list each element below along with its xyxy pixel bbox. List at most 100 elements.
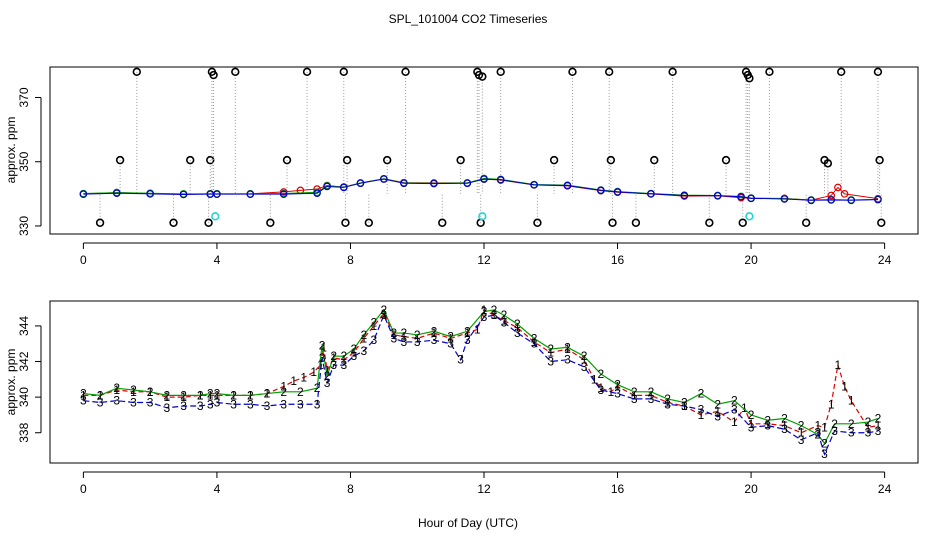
top-baseline-point-3 — [480, 175, 488, 183]
series-1-point: 1 — [591, 372, 598, 386]
bottom-y-tick-label: 342 — [17, 351, 31, 371]
series-1-point: 1 — [130, 385, 137, 399]
raw-point — [604, 67, 614, 77]
series-3-point: 3 — [648, 392, 655, 406]
series-2-point: 2 — [447, 330, 454, 344]
series-3-point: 3 — [147, 395, 154, 409]
x-axis-label: Hour of Day (UTC) — [418, 516, 518, 530]
series-3-point: 3 — [547, 355, 554, 369]
raw-point — [873, 67, 883, 77]
raw-point — [231, 67, 240, 77]
series-2-point: 2 — [714, 397, 721, 411]
top-baseline-point-3 — [356, 179, 365, 188]
series-1-point: 1 — [748, 417, 755, 431]
raw-point — [721, 155, 731, 165]
series-2-point: 2 — [614, 378, 621, 392]
series-1-point: 1 — [431, 326, 438, 340]
series-3-point: 3 — [340, 358, 347, 372]
series-3-point: 3 — [821, 447, 828, 461]
series-1-point: 1 — [414, 331, 421, 345]
series-3-point: 3 — [481, 310, 488, 324]
top-baseline-marks — [79, 174, 882, 205]
cyan-point — [478, 212, 487, 221]
series-2-line — [83, 308, 879, 445]
top-baseline-point-3 — [246, 190, 255, 198]
series-2-point: 2 — [431, 324, 438, 338]
series-2-point: 2 — [197, 388, 204, 402]
series-2-point: 2 — [80, 387, 87, 401]
top-plot-frame — [49, 66, 919, 235]
series-1-point: 1 — [815, 419, 822, 433]
raw-point — [705, 218, 714, 227]
bottom-x-tick-label: 4 — [214, 482, 221, 496]
top-baseline-line-1 — [83, 178, 879, 201]
raw-point — [209, 70, 218, 80]
raw-point — [339, 67, 348, 77]
top-baseline-point-3 — [807, 196, 815, 205]
series-3-point: 3 — [764, 419, 771, 433]
raw-point — [801, 218, 811, 227]
series-3-point: 3 — [314, 397, 321, 411]
top-baseline-point-3 — [463, 179, 472, 188]
series-2-point: 2 — [798, 419, 805, 433]
series-2-point: 2 — [581, 349, 588, 363]
top-baseline-point-1 — [834, 183, 842, 192]
series-3-point: 3 — [391, 331, 398, 345]
series-1-point: 1 — [598, 381, 605, 395]
series-2-point: 2 — [230, 388, 237, 402]
series-2-point: 2 — [664, 392, 671, 406]
raw-point — [877, 218, 886, 227]
series-2-point: 2 — [97, 388, 104, 402]
series-3-point: 3 — [324, 376, 331, 390]
series-2-point: 2 — [414, 328, 421, 342]
top-baseline-point-3 — [874, 195, 882, 204]
series-1-point: 1 — [481, 303, 488, 317]
series-1-point: 1 — [447, 331, 454, 345]
series-1-point: 1 — [320, 340, 327, 354]
series-3-point: 3 — [401, 335, 408, 349]
series-3-point: 3 — [698, 403, 705, 417]
series-2-point: 2 — [147, 385, 154, 399]
bottom-x-tick-label: 12 — [477, 482, 491, 496]
series-3-point: 3 — [97, 395, 104, 409]
top-baseline-point-3 — [79, 190, 88, 198]
raw-point — [132, 67, 142, 77]
series-1-point: 1 — [280, 379, 287, 393]
top-x-tick-label: 8 — [347, 253, 354, 267]
series-1-point: 1 — [381, 306, 388, 320]
top-series-marks — [95, 67, 886, 227]
series-2-point: 2 — [360, 328, 367, 342]
series-2-point: 2 — [401, 326, 408, 340]
series-1-point: 1 — [875, 419, 882, 433]
top-baseline-point-3 — [597, 186, 605, 195]
top-baseline-point-3 — [179, 190, 188, 199]
series-2-point: 2 — [180, 388, 187, 402]
raw-point — [823, 159, 833, 168]
raw-point — [456, 155, 465, 165]
series-1-point: 1 — [164, 390, 171, 404]
series-3-point: 3 — [180, 399, 187, 413]
series-1-point: 1 — [207, 388, 214, 402]
raw-point — [169, 218, 178, 227]
raw-point — [282, 155, 292, 165]
series-3-point: 3 — [370, 333, 377, 347]
series-2-point: 2 — [781, 411, 788, 425]
raw-point — [875, 155, 884, 165]
top-baseline-point-3 — [747, 194, 755, 203]
series-3-point: 3 — [414, 335, 421, 349]
series-2-point: 2 — [848, 417, 855, 431]
series-3-point: 3 — [230, 397, 237, 411]
series-1-point: 1 — [300, 371, 307, 385]
series-2-point: 2 — [821, 436, 828, 450]
series-2-point: 2 — [464, 324, 471, 338]
series-1-point: 1 — [698, 408, 705, 422]
bottom-y-axis-label: approx. ppm — [4, 349, 18, 416]
series-2-point: 2 — [391, 326, 398, 340]
series-3-point: 3 — [360, 344, 367, 358]
series-3-point: 3 — [247, 397, 254, 411]
series-3-point: 3 — [197, 399, 204, 413]
top-y-tick-label: 370 — [17, 87, 31, 107]
